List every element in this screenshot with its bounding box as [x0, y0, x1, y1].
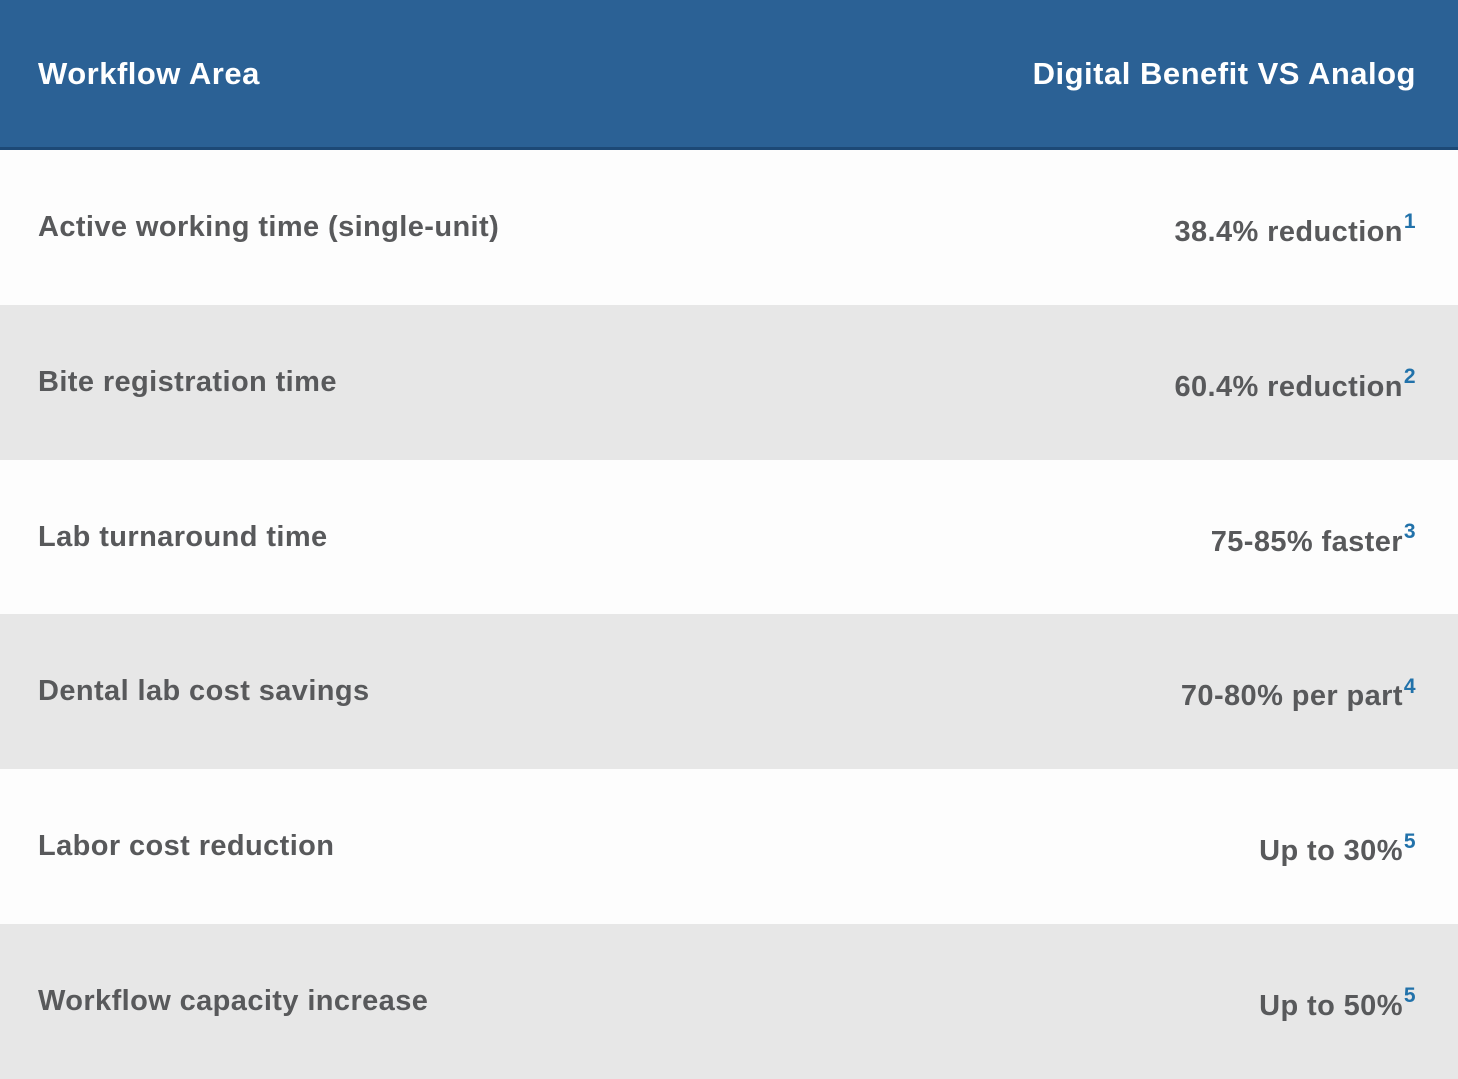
benefit-value: Up to 30%5: [1259, 831, 1416, 868]
workflow-area-label: Active working time (single-unit): [38, 210, 500, 243]
benefit-value: 38.4% reduction1: [1174, 211, 1417, 249]
footnote-marker: 4: [1403, 674, 1416, 698]
footnote-marker: 1: [1403, 210, 1416, 234]
header-workflow-area: Workflow Area: [38, 55, 260, 91]
workflow-area-label: Dental lab cost savings: [38, 675, 370, 708]
benefit-text: 70-80% per part: [1180, 680, 1403, 713]
benefit-value: Up to 50%5: [1259, 985, 1416, 1023]
footnote-marker: 5: [1403, 984, 1416, 1008]
table-row: Labor cost reduction Up to 30%5: [0, 769, 1458, 925]
header-digital-benefit: Digital Benefit VS Analog: [1032, 55, 1416, 91]
workflow-area-label: Bite registration time: [38, 365, 337, 398]
workflow-area-label: Workflow capacity increase: [38, 985, 429, 1018]
footnote-marker: 5: [1403, 829, 1416, 853]
benefit-text: 60.4% reduction: [1174, 370, 1403, 403]
table-row: Bite registration time 60.4% reduction2: [0, 304, 1458, 460]
table-row: Dental lab cost savings 70-80% per part4: [0, 614, 1458, 770]
footnote-marker: 3: [1403, 519, 1416, 543]
benefit-text: Up to 50%: [1259, 990, 1403, 1023]
benefit-value: 75-85% faster3: [1210, 521, 1416, 559]
benefit-text: 75-85% faster: [1210, 525, 1403, 558]
table-row: Lab turnaround time 75-85% faster3: [0, 459, 1458, 615]
workflow-area-label: Lab turnaround time: [38, 520, 328, 553]
table-row: Workflow capacity increase Up to 50%5: [0, 924, 1458, 1079]
table-header-row: Workflow Area Digital Benefit VS Analog: [0, 0, 1458, 150]
benefit-text: Up to 30%: [1259, 835, 1403, 868]
benefit-value: 60.4% reduction2: [1174, 366, 1417, 404]
table-row: Active working time (single-unit) 38.4% …: [0, 150, 1458, 305]
workflow-area-label: Labor cost reduction: [38, 830, 335, 863]
footnote-marker: 2: [1403, 365, 1416, 389]
benefit-text: 38.4% reduction: [1174, 215, 1403, 248]
benefit-value: 70-80% per part4: [1180, 676, 1416, 713]
